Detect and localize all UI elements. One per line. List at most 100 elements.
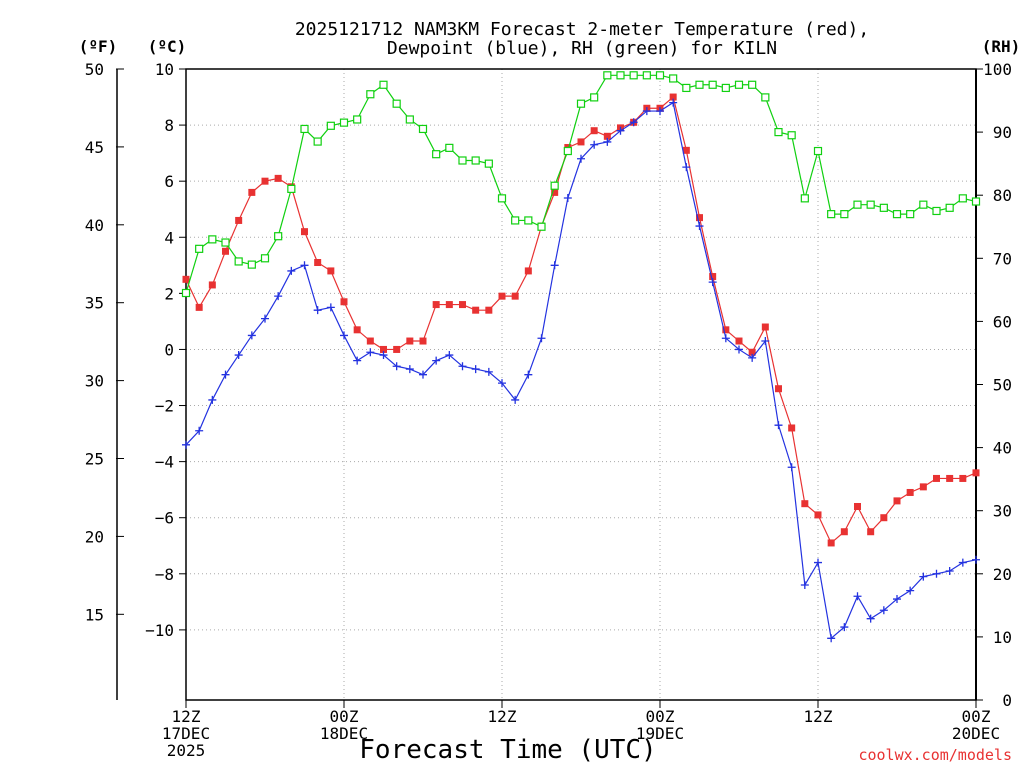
dewpoint-series — [182, 98, 980, 643]
rh-point — [392, 99, 401, 108]
rh-point — [774, 128, 783, 137]
rh-point — [879, 203, 888, 212]
rh-point — [300, 124, 309, 134]
rh-point — [418, 124, 428, 134]
rh-tick-label: 90 — [993, 123, 1012, 142]
dewpoint-point — [379, 351, 388, 360]
plot-frame — [185, 68, 977, 701]
rh-point — [287, 184, 296, 193]
data-series — [181, 71, 981, 643]
fahrenheit-unit-label: (ºF) — [79, 37, 118, 56]
temperature-point — [959, 474, 967, 482]
dewpoint-point — [669, 98, 678, 107]
credit-text: coolwx.com/models — [858, 746, 1012, 764]
fahrenheit-tick-label: 45 — [85, 138, 104, 157]
dewpoint-point — [721, 334, 730, 343]
rh-point — [208, 235, 217, 244]
rh-point — [181, 288, 191, 298]
rh-point — [840, 210, 849, 219]
dewpoint-point — [511, 395, 520, 404]
temperature-point — [195, 303, 203, 311]
dewpoint-point — [761, 337, 770, 346]
temperature-line — [185, 95, 977, 544]
rh-point — [853, 200, 862, 209]
rh-point — [458, 156, 467, 165]
rh-point — [405, 115, 414, 124]
rh-point — [932, 206, 941, 216]
rh-point — [221, 238, 230, 247]
fahrenheit-tick-label: 20 — [85, 527, 104, 546]
dewpoint-point — [708, 278, 717, 287]
x-tick-label: 18DEC — [320, 724, 368, 743]
temperature-point — [814, 511, 822, 519]
rh-point — [616, 71, 625, 80]
dewpoint-point — [498, 379, 506, 388]
temperature-point — [366, 337, 374, 345]
title-line-2: Dewpoint (blue), RH (green) for KILN — [387, 38, 777, 59]
dewpoint-point — [774, 421, 783, 430]
temperature-point — [603, 132, 611, 140]
dewpoint-point — [906, 586, 915, 595]
rh-tick-label: 10 — [993, 628, 1012, 647]
rh-point — [827, 210, 836, 219]
rh-point — [471, 156, 480, 165]
rh-point — [326, 121, 335, 130]
dewpoint-point — [866, 614, 875, 623]
dewpoint-point — [958, 558, 967, 567]
dewpoint-point — [814, 558, 822, 567]
temperature-point — [590, 127, 598, 135]
x-tick-label: 00Z — [646, 707, 675, 726]
dewpoint-point — [432, 356, 441, 365]
rh-point — [642, 71, 651, 80]
rh-point — [721, 83, 730, 93]
dewpoint-point — [195, 426, 204, 435]
rh-line — [185, 74, 977, 294]
temperature-point — [222, 247, 229, 255]
dewpoint-point — [445, 351, 454, 360]
dewpoint-point — [695, 222, 704, 231]
dewpoint-point — [300, 261, 309, 270]
temperature-point — [788, 424, 796, 432]
temperature-point — [235, 216, 243, 224]
temperature-point — [577, 138, 585, 146]
rh-point — [313, 137, 322, 146]
temperature-point — [353, 326, 361, 334]
rh-point — [484, 159, 493, 168]
dewpoint-point — [853, 592, 862, 601]
rh-point — [195, 244, 204, 253]
temperature-point — [472, 306, 480, 314]
rh-point — [734, 80, 744, 89]
x-tick-label: 19DEC — [636, 724, 684, 743]
temperature-point — [933, 474, 940, 482]
rh-point — [708, 80, 717, 89]
dewpoint-point — [972, 555, 980, 564]
dewpoint-point — [287, 266, 296, 275]
temperature-point — [880, 514, 888, 522]
dewpoint-point — [484, 367, 493, 376]
dewpoint-point — [919, 572, 928, 581]
rh-point — [524, 216, 533, 225]
rh-point — [260, 254, 270, 263]
grid-lines — [186, 69, 976, 700]
x-tick-label: 2025 — [167, 741, 206, 760]
rh-tick-label: 40 — [993, 439, 1012, 458]
rh-point — [234, 257, 243, 266]
rh-point — [682, 83, 691, 93]
rh-point — [353, 115, 362, 124]
temperature-point — [419, 337, 427, 345]
rh-tick-label: 20 — [993, 565, 1012, 584]
celsius-unit-label: (ºC) — [148, 37, 187, 56]
celsius-tick-label: 4 — [164, 228, 174, 247]
dewpoint-point — [893, 595, 901, 604]
temperature-point — [551, 188, 559, 196]
rh-point — [366, 90, 375, 99]
rh-point — [787, 131, 796, 140]
dewpoint-point — [234, 351, 243, 360]
rh-tick-label: 80 — [993, 186, 1012, 205]
temperature-point — [801, 500, 809, 508]
x-tick-label: 17DEC — [162, 724, 210, 743]
rh-point — [971, 197, 981, 206]
dewpoint-point — [629, 118, 638, 127]
dewpoint-point — [932, 569, 941, 578]
rh-point — [761, 93, 770, 102]
